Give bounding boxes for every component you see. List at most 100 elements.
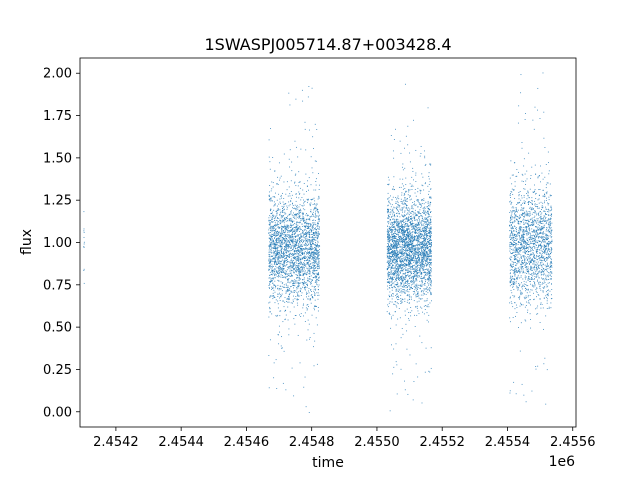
data-point bbox=[395, 264, 397, 266]
data-point bbox=[391, 262, 393, 264]
data-point bbox=[311, 247, 313, 249]
data-point bbox=[407, 393, 409, 395]
data-point bbox=[313, 270, 315, 272]
data-point bbox=[420, 291, 422, 293]
data-point bbox=[289, 272, 291, 274]
data-point bbox=[427, 185, 429, 187]
data-point bbox=[268, 194, 270, 196]
data-point bbox=[296, 214, 298, 216]
data-point bbox=[396, 252, 397, 254]
data-point bbox=[269, 266, 271, 268]
data-point bbox=[414, 216, 416, 218]
data-point bbox=[315, 252, 317, 254]
data-point bbox=[290, 270, 292, 272]
data-point bbox=[311, 296, 313, 298]
data-point bbox=[291, 252, 293, 254]
data-point bbox=[286, 207, 288, 209]
data-point bbox=[395, 240, 397, 242]
data-point bbox=[392, 234, 394, 236]
data-point bbox=[284, 256, 285, 258]
data-point bbox=[288, 245, 290, 247]
data-point bbox=[295, 209, 297, 211]
data-point bbox=[83, 236, 85, 238]
data-point bbox=[413, 244, 415, 246]
data-point bbox=[398, 270, 399, 272]
data-point bbox=[286, 275, 288, 277]
data-point bbox=[406, 263, 408, 265]
data-point bbox=[429, 271, 430, 273]
data-point bbox=[279, 239, 280, 241]
data-point bbox=[422, 234, 424, 236]
data-point bbox=[407, 144, 409, 146]
data-point bbox=[300, 263, 302, 265]
data-point bbox=[314, 247, 316, 249]
data-point bbox=[274, 280, 276, 282]
data-point bbox=[422, 267, 424, 269]
data-point bbox=[300, 288, 302, 290]
data-point bbox=[397, 204, 399, 206]
data-point bbox=[298, 273, 300, 275]
data-point bbox=[288, 234, 290, 235]
data-point bbox=[401, 232, 403, 234]
data-point bbox=[418, 222, 420, 224]
data-point bbox=[314, 295, 316, 297]
data-point bbox=[429, 371, 431, 373]
data-point bbox=[395, 295, 397, 296]
data-point bbox=[394, 228, 396, 230]
data-point bbox=[409, 268, 411, 270]
data-point bbox=[276, 235, 278, 236]
data-point bbox=[310, 251, 312, 253]
data-point bbox=[388, 264, 390, 266]
data-point bbox=[390, 327, 392, 329]
data-point bbox=[298, 231, 300, 232]
data-point bbox=[298, 270, 300, 272]
data-point bbox=[288, 328, 290, 330]
data-point bbox=[291, 229, 293, 231]
data-point bbox=[312, 214, 313, 216]
data-point bbox=[274, 271, 276, 273]
data-point bbox=[269, 244, 271, 246]
data-point bbox=[398, 226, 400, 228]
data-point bbox=[399, 236, 400, 237]
data-point bbox=[397, 284, 399, 286]
data-point bbox=[297, 221, 299, 223]
data-point bbox=[302, 282, 304, 284]
data-point bbox=[409, 289, 411, 290]
data-point bbox=[387, 267, 389, 268]
data-point bbox=[279, 214, 280, 216]
data-point bbox=[426, 306, 428, 308]
data-point bbox=[305, 221, 307, 223]
data-point bbox=[298, 256, 300, 258]
data-point bbox=[305, 273, 307, 275]
data-point bbox=[287, 266, 289, 268]
data-point bbox=[287, 281, 289, 283]
data-point bbox=[395, 301, 397, 303]
data-point bbox=[293, 263, 294, 265]
data-point bbox=[287, 251, 289, 253]
data-point bbox=[402, 260, 404, 262]
data-point bbox=[311, 248, 313, 250]
data-point bbox=[407, 247, 409, 249]
data-point bbox=[273, 257, 275, 259]
data-point bbox=[421, 263, 422, 265]
data-point bbox=[298, 271, 300, 273]
data-point bbox=[303, 265, 305, 266]
data-point bbox=[315, 246, 317, 248]
data-point bbox=[403, 232, 405, 234]
data-point bbox=[310, 244, 312, 246]
data-point bbox=[295, 250, 296, 252]
data-point bbox=[423, 213, 425, 215]
data-point bbox=[300, 211, 302, 213]
data-point bbox=[281, 216, 283, 218]
data-point bbox=[420, 222, 422, 224]
data-point bbox=[406, 234, 408, 236]
data-point bbox=[306, 286, 308, 288]
data-point bbox=[303, 282, 305, 284]
data-point bbox=[409, 183, 411, 185]
data-point bbox=[402, 298, 404, 300]
data-point bbox=[289, 242, 291, 244]
data-point bbox=[306, 267, 308, 269]
data-point bbox=[403, 263, 405, 265]
data-point bbox=[413, 267, 415, 269]
data-point bbox=[293, 246, 295, 247]
